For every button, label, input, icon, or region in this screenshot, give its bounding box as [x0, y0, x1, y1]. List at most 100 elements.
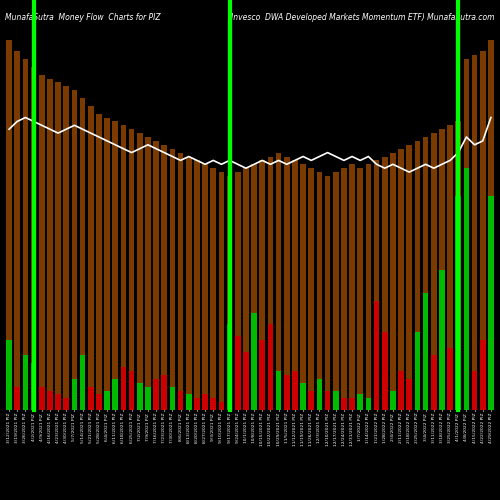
Bar: [170, 386, 175, 410]
Bar: [153, 379, 159, 410]
Bar: [456, 122, 461, 410]
Bar: [88, 106, 94, 410]
Bar: [39, 386, 44, 410]
Bar: [390, 152, 396, 410]
Bar: [235, 172, 240, 410]
Bar: [22, 59, 28, 410]
Bar: [276, 371, 281, 410]
Bar: [162, 145, 167, 410]
Bar: [145, 137, 151, 410]
Bar: [382, 156, 388, 410]
Bar: [398, 148, 404, 410]
Bar: [30, 363, 36, 410]
Text: (Invesco  DWA Developed Markets Momentum ETF) MunafaSutra.com: (Invesco DWA Developed Markets Momentum …: [228, 12, 495, 22]
Bar: [488, 40, 494, 410]
Text: MunafaSutra  Money Flow  Charts for PIZ: MunafaSutra Money Flow Charts for PIZ: [5, 12, 160, 22]
Bar: [439, 270, 445, 410]
Bar: [260, 160, 265, 410]
Bar: [202, 394, 208, 410]
Bar: [145, 386, 151, 410]
Bar: [104, 118, 110, 410]
Bar: [406, 145, 412, 410]
Bar: [47, 78, 53, 410]
Bar: [55, 82, 61, 410]
Bar: [292, 371, 298, 410]
Bar: [14, 51, 20, 410]
Bar: [472, 55, 478, 410]
Bar: [472, 371, 478, 410]
Bar: [137, 133, 142, 410]
Bar: [464, 168, 469, 410]
Bar: [251, 164, 257, 410]
Bar: [414, 141, 420, 410]
Bar: [480, 51, 486, 410]
Bar: [210, 398, 216, 410]
Bar: [447, 348, 453, 410]
Bar: [431, 133, 436, 410]
Bar: [112, 379, 118, 410]
Bar: [374, 160, 380, 410]
Bar: [358, 168, 363, 410]
Bar: [300, 164, 306, 410]
Bar: [349, 164, 355, 410]
Bar: [456, 196, 461, 410]
Bar: [349, 398, 355, 410]
Bar: [366, 398, 372, 410]
Bar: [80, 98, 86, 410]
Bar: [72, 90, 78, 410]
Bar: [406, 379, 412, 410]
Bar: [316, 172, 322, 410]
Bar: [324, 176, 330, 410]
Bar: [64, 86, 69, 410]
Bar: [324, 390, 330, 410]
Bar: [120, 126, 126, 410]
Bar: [218, 172, 224, 410]
Bar: [243, 168, 249, 410]
Bar: [128, 129, 134, 410]
Bar: [202, 164, 208, 410]
Bar: [414, 332, 420, 410]
Bar: [488, 196, 494, 410]
Bar: [186, 394, 192, 410]
Bar: [39, 74, 44, 410]
Bar: [218, 402, 224, 410]
Bar: [194, 160, 200, 410]
Bar: [341, 168, 347, 410]
Bar: [333, 172, 338, 410]
Bar: [390, 390, 396, 410]
Bar: [186, 156, 192, 410]
Bar: [358, 394, 363, 410]
Bar: [284, 156, 290, 410]
Bar: [64, 398, 69, 410]
Bar: [439, 129, 445, 410]
Bar: [431, 356, 436, 410]
Bar: [300, 382, 306, 410]
Bar: [284, 375, 290, 410]
Bar: [162, 375, 167, 410]
Bar: [128, 371, 134, 410]
Bar: [398, 371, 404, 410]
Bar: [55, 394, 61, 410]
Bar: [88, 386, 94, 410]
Bar: [447, 126, 453, 410]
Bar: [382, 332, 388, 410]
Bar: [226, 324, 232, 410]
Bar: [251, 312, 257, 410]
Bar: [30, 67, 36, 410]
Bar: [210, 168, 216, 410]
Bar: [120, 367, 126, 410]
Bar: [178, 152, 184, 410]
Bar: [333, 390, 338, 410]
Bar: [170, 148, 175, 410]
Bar: [104, 390, 110, 410]
Bar: [276, 152, 281, 410]
Bar: [14, 386, 20, 410]
Bar: [72, 379, 78, 410]
Bar: [480, 340, 486, 410]
Bar: [308, 168, 314, 410]
Bar: [153, 141, 159, 410]
Bar: [316, 379, 322, 410]
Bar: [137, 382, 142, 410]
Bar: [226, 176, 232, 410]
Bar: [96, 394, 102, 410]
